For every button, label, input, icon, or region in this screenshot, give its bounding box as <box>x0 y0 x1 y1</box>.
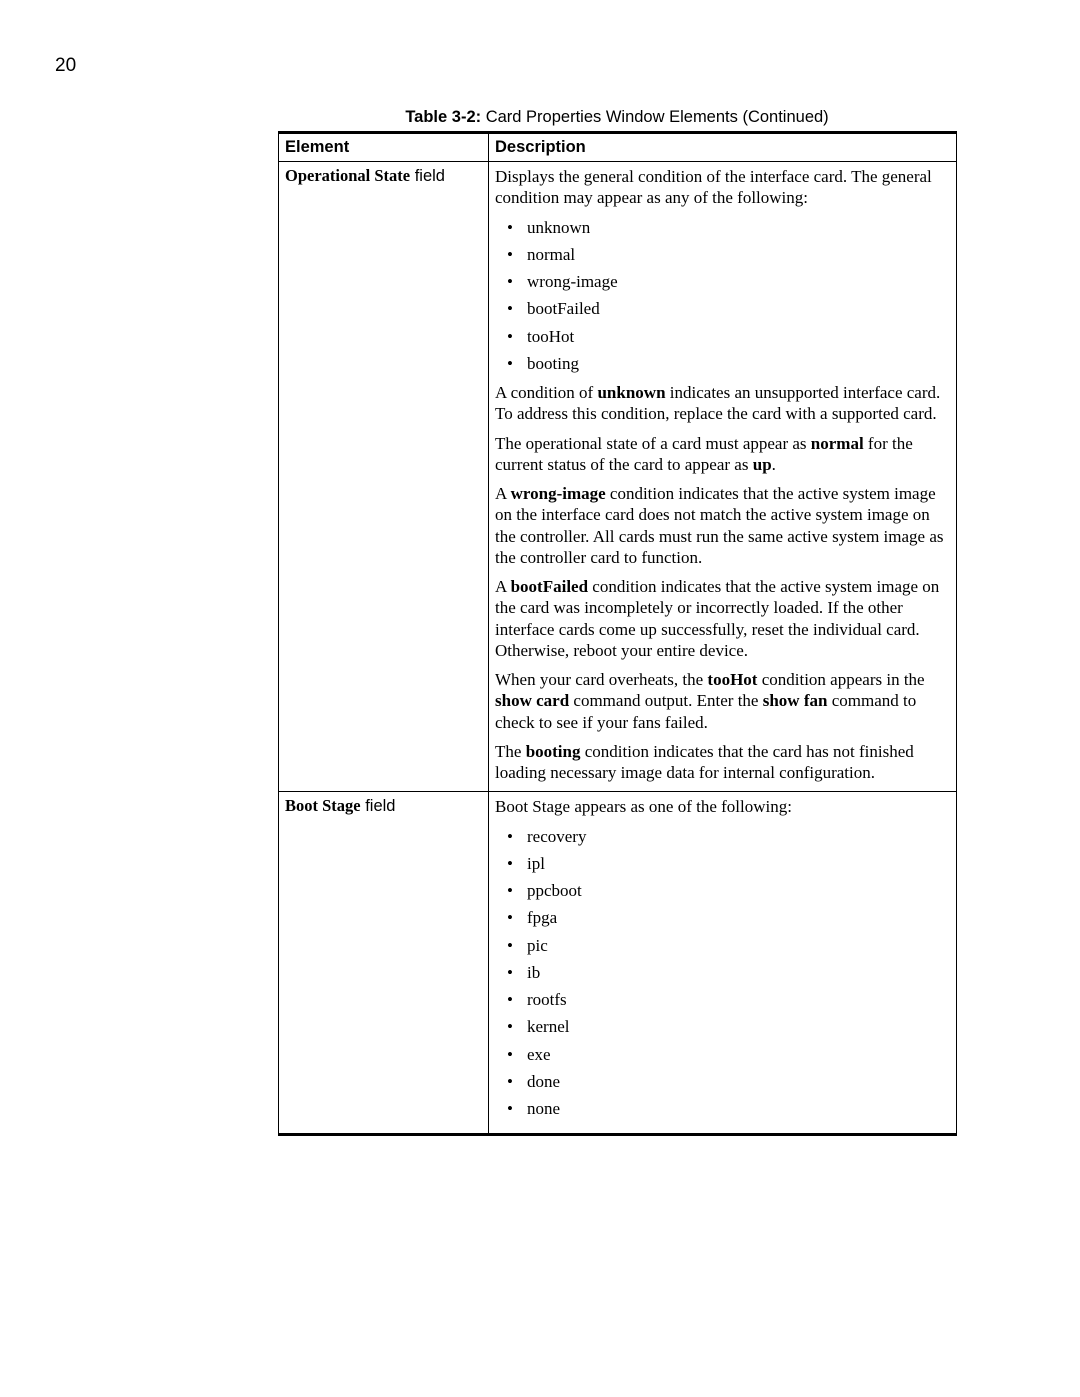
list-item: ib <box>523 962 948 983</box>
header-description: Description <box>489 133 957 162</box>
element-cell: Boot Stage field <box>279 792 489 1135</box>
op-state-wrong-image-para: A wrong-image condition indicates that t… <box>495 483 948 568</box>
list-item: exe <box>523 1044 948 1065</box>
list-item: wrong-image <box>523 271 948 292</box>
list-item: kernel <box>523 1016 948 1037</box>
table-row: Operational State field Displays the gen… <box>279 162 957 792</box>
boot-stage-list: recovery ipl ppcboot fpga pic ib rootfs … <box>495 826 948 1120</box>
op-state-intro: Displays the general condition of the in… <box>495 166 948 209</box>
list-item: fpga <box>523 907 948 928</box>
op-state-normal-para: The operational state of a card must app… <box>495 433 948 476</box>
table-caption: Table 3-2: Card Properties Window Elemen… <box>278 108 956 127</box>
list-item: rootfs <box>523 989 948 1010</box>
list-item: booting <box>523 353 948 374</box>
list-item: unknown <box>523 217 948 238</box>
op-state-condition-list: unknown normal wrong-image bootFailed to… <box>495 217 948 375</box>
boot-stage-intro: Boot Stage appears as one of the followi… <box>495 796 948 817</box>
header-element: Element <box>279 133 489 162</box>
description-cell: Boot Stage appears as one of the followi… <box>489 792 957 1135</box>
op-state-bootfailed-para: A bootFailed condition indicates that th… <box>495 576 948 661</box>
list-item: normal <box>523 244 948 265</box>
list-item: bootFailed <box>523 298 948 319</box>
card-properties-table: Element Description Operational State fi… <box>278 131 957 1136</box>
op-state-booting-para: The booting condition indicates that the… <box>495 741 948 784</box>
op-state-unknown-para: A condition of unknown indicates an unsu… <box>495 382 948 425</box>
list-item: ipl <box>523 853 948 874</box>
table-header-row: Element Description <box>279 133 957 162</box>
list-item: done <box>523 1071 948 1092</box>
caption-label: Table 3-2: <box>405 108 481 126</box>
description-cell: Displays the general condition of the in… <box>489 162 957 792</box>
op-state-toohot-para: When your card overheats, the tooHot con… <box>495 669 948 733</box>
list-item: pic <box>523 935 948 956</box>
element-suffix: field <box>361 797 396 815</box>
list-item: recovery <box>523 826 948 847</box>
element-cell: Operational State field <box>279 162 489 792</box>
table-row: Boot Stage field Boot Stage appears as o… <box>279 792 957 1135</box>
element-name: Operational State <box>285 166 410 185</box>
element-name: Boot Stage <box>285 796 361 815</box>
list-item: none <box>523 1098 948 1119</box>
list-item: tooHot <box>523 326 948 347</box>
page-content: Table 3-2: Card Properties Window Elemen… <box>278 108 956 1136</box>
list-item: ppcboot <box>523 880 948 901</box>
caption-text: Card Properties Window Elements (Continu… <box>481 108 829 126</box>
page-number: 20 <box>55 55 76 77</box>
element-suffix: field <box>410 167 445 185</box>
